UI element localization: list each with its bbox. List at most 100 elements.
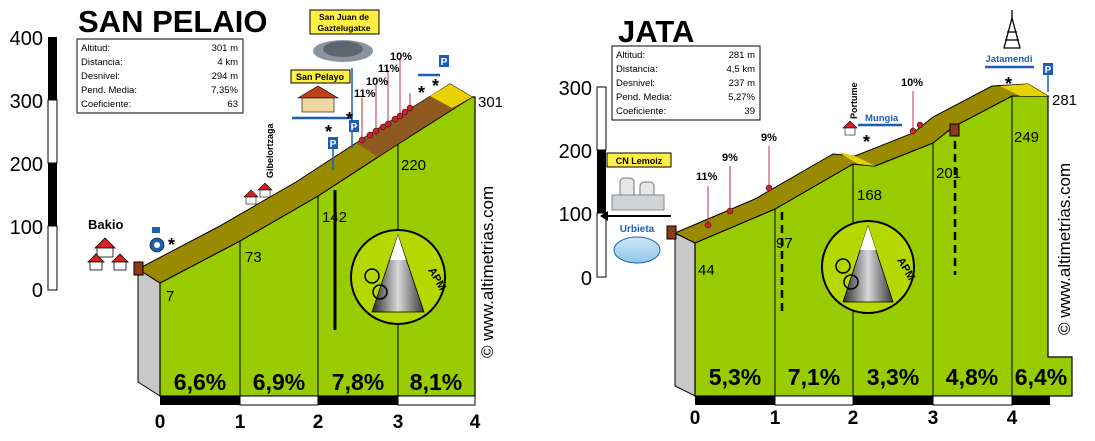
chart-title: JATA — [618, 14, 694, 49]
stat-value: 4,5 km — [726, 64, 755, 75]
stat-label: Desnivel: — [81, 71, 120, 82]
altitude-label: 97 — [776, 235, 793, 252]
segment-gradient: 6,4% — [1015, 364, 1067, 390]
segment-gradient: 6,9% — [253, 369, 305, 395]
parking-icon: P — [349, 120, 359, 133]
x-tick-label: 1 — [235, 412, 246, 433]
star-marker: * — [325, 122, 332, 142]
y-tick-label: 200 — [10, 154, 43, 176]
stat-value: 281 m — [729, 50, 755, 61]
power-plant-icon — [611, 177, 665, 211]
svg-text:P: P — [351, 122, 358, 133]
stat-value: 4 km — [217, 57, 238, 68]
altitude-label: 220 — [401, 157, 426, 174]
altitude-label: 142 — [322, 209, 347, 226]
star-marker: * — [418, 83, 425, 103]
y-tick-label: 300 — [559, 78, 592, 100]
svg-text:P: P — [441, 57, 448, 68]
km-bar-0 — [160, 396, 240, 405]
x-tick-label: 4 — [470, 412, 481, 433]
pond-icon — [613, 236, 661, 264]
apm-logo: APM — [821, 220, 917, 314]
profile-top-ribbon-edge — [430, 84, 472, 108]
y-tick-label: 400 — [10, 28, 43, 50]
antenna-icon — [1003, 10, 1021, 49]
village-icon — [87, 237, 129, 271]
star-marker: * — [168, 235, 175, 255]
place-label-gibelortzaga: Gibelortzaga — [265, 122, 275, 178]
chart-san-pelaio: SAN PELAIO 0 100 200 300 400 Altitud: 30… — [10, 4, 503, 433]
place-label-san-pelayo: San Pelayo — [296, 72, 345, 82]
segment-gradient: 8,1% — [410, 369, 462, 395]
parking-icon: P — [328, 137, 338, 170]
chart-title: SAN PELAIO — [78, 4, 267, 39]
km-bar-4 — [1012, 396, 1050, 405]
stat-label: Coeficiente: — [81, 99, 131, 110]
altitude-label: 201 — [936, 165, 961, 182]
y-tick-label: 0 — [581, 268, 592, 290]
steep-label: 10% — [901, 77, 923, 89]
y-tick-label: 100 — [10, 217, 43, 239]
stats-box: Altitud: 281 m Distancia: 4,5 km Desnive… — [611, 45, 761, 121]
place-label-jatamendi: Jatamendi — [986, 54, 1033, 65]
steep-label: 9% — [761, 132, 777, 144]
y-tick-label: 300 — [10, 91, 43, 113]
profile-ribbon-highlight — [1000, 84, 1048, 96]
stat-value: 237 m — [729, 78, 755, 89]
x-tick-label: 0 — [155, 412, 166, 433]
village-icon — [243, 182, 273, 205]
profile-side-wall — [674, 232, 696, 397]
place-label-mungia: Mungia — [865, 113, 899, 124]
place-label-bakio: Bakio — [88, 217, 123, 232]
altitude-label: 73 — [245, 249, 262, 266]
km-bar-3 — [932, 395, 1013, 406]
start-marker — [666, 225, 677, 240]
x-tick-label: 1 — [770, 408, 781, 429]
y-axis-bar-2 — [596, 86, 607, 151]
steep-dots — [358, 104, 414, 144]
steep-label: 11% — [354, 88, 376, 100]
chart-jata: JATA 0 100 200 300 Altitud: 281 m Distan… — [559, 10, 1077, 429]
profile-ribbon-highlight — [838, 152, 875, 166]
apm-logo: APM — [350, 229, 448, 325]
chapel-icon — [296, 85, 340, 113]
stats-box: Altitud: 301 m Distancia: 4 km Desnivel:… — [76, 38, 244, 114]
segment-gradient: 6,6% — [174, 369, 226, 395]
steep-markers — [707, 91, 914, 225]
stat-value: 301 m — [212, 43, 238, 54]
y-axis-bar-2 — [47, 99, 58, 164]
place-box-san-pelayo — [290, 69, 351, 84]
y-axis: 0 100 200 300 — [559, 78, 607, 290]
y-axis-bar-0 — [47, 225, 58, 291]
star-marker: * — [863, 132, 870, 152]
km-bar-3 — [397, 395, 476, 406]
y-tick-label: 200 — [559, 141, 592, 163]
altitude-label: 168 — [857, 187, 882, 204]
end-marker — [949, 123, 960, 137]
profile-side-wall — [137, 268, 161, 397]
altitude-label: 301 — [478, 94, 503, 111]
y-tick-label: 100 — [559, 204, 592, 226]
stat-label: Coeficiente: — [616, 106, 666, 117]
steep-markers — [361, 58, 411, 140]
stat-value: 294 m — [212, 71, 238, 82]
segment-gradient: 5,3% — [709, 364, 761, 390]
star-marker: * — [432, 76, 439, 96]
place-label-gaztelugatxe: San Juan de — [319, 12, 369, 22]
steep-label: 10% — [390, 51, 412, 63]
x-tick-label: 3 — [928, 408, 939, 429]
village-icon — [842, 120, 858, 136]
segment-gradient: 7,1% — [788, 364, 840, 390]
svg-text:P: P — [330, 139, 337, 150]
km-bar-1 — [774, 395, 854, 406]
x-tick-label: 2 — [848, 408, 859, 429]
x-tick-label: 3 — [393, 412, 404, 433]
segment-gradient: 7,8% — [332, 369, 384, 395]
x-tick-label: 0 — [690, 408, 701, 429]
stat-value: 5,27% — [728, 92, 755, 103]
stat-label: Desnivel: — [616, 78, 655, 89]
stat-label: Altitud: — [616, 50, 645, 61]
altitude-label: 7 — [166, 288, 174, 305]
segment-gradient: 4,8% — [946, 364, 998, 390]
